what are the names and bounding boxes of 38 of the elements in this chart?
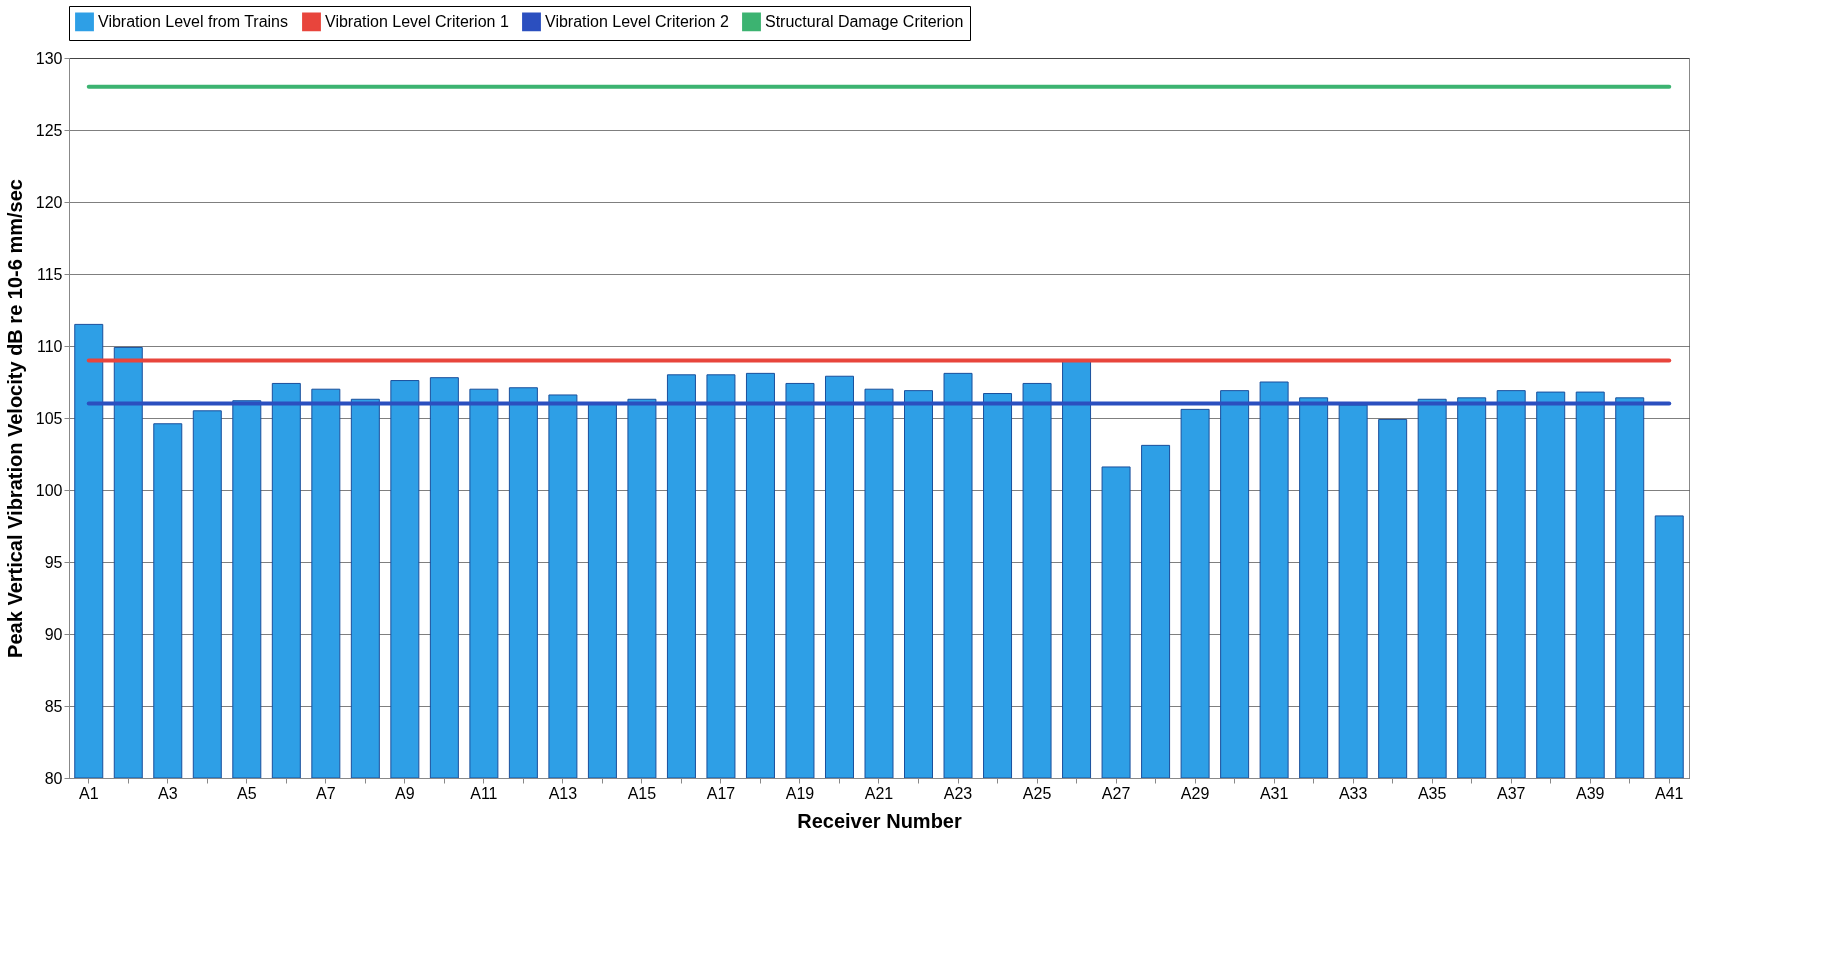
x-tick-label: A9 (395, 784, 415, 802)
x-tick-label: A33 (1338, 784, 1368, 802)
x-tick-label: A35 (1417, 784, 1447, 802)
y-tick-label: 85 (44, 697, 63, 715)
legend-label: Vibration Level Criterion 1 (325, 12, 509, 30)
y-tick-label: 95 (44, 553, 63, 571)
x-tick-label: A23 (943, 784, 973, 802)
legend-label: Structural Damage Criterion (765, 12, 964, 30)
x-tick-label: A25 (1022, 784, 1052, 802)
x-tick-label: A15 (627, 784, 657, 802)
y-tick-label: 125 (35, 121, 63, 139)
y-axis-title: Peak Vertical Vibration Velocity dB re 10-6 mm/sec (3, 179, 26, 658)
y-tick-label: 120 (35, 193, 63, 211)
y-tick-label: 90 (44, 625, 63, 643)
y-tick-label: 80 (44, 769, 63, 787)
x-tick-label: A41 (1655, 784, 1684, 802)
y-tick-label: 115 (36, 265, 63, 283)
x-tick-label: A19 (785, 784, 815, 802)
y-tick-label: 130 (35, 49, 63, 67)
x-tick-label: A7 (316, 784, 336, 802)
y-tick-label: 100 (35, 481, 63, 499)
legend-label: Vibration Level Criterion 2 (545, 12, 729, 30)
y-tick-label: 110 (36, 337, 63, 355)
x-tick-label: A17 (706, 784, 736, 802)
x-tick-label: A29 (1180, 784, 1210, 802)
legend-label: Vibration Level from Trains (98, 12, 289, 30)
x-tick-label: A11 (470, 784, 498, 802)
x-tick-label: A31 (1259, 784, 1289, 802)
x-tick-label: A21 (864, 784, 894, 802)
x-tick-label: A27 (1101, 784, 1131, 802)
x-axis-title: Receiver Number (797, 809, 962, 832)
x-tick-label: A37 (1496, 784, 1526, 802)
x-tick-label: A13 (548, 784, 578, 802)
x-tick-label: A1 (78, 784, 99, 802)
x-tick-label: A5 (237, 784, 257, 802)
x-tick-label: A3 (157, 784, 178, 802)
x-tick-label: A39 (1575, 784, 1605, 802)
y-tick-label: 105 (35, 409, 63, 427)
